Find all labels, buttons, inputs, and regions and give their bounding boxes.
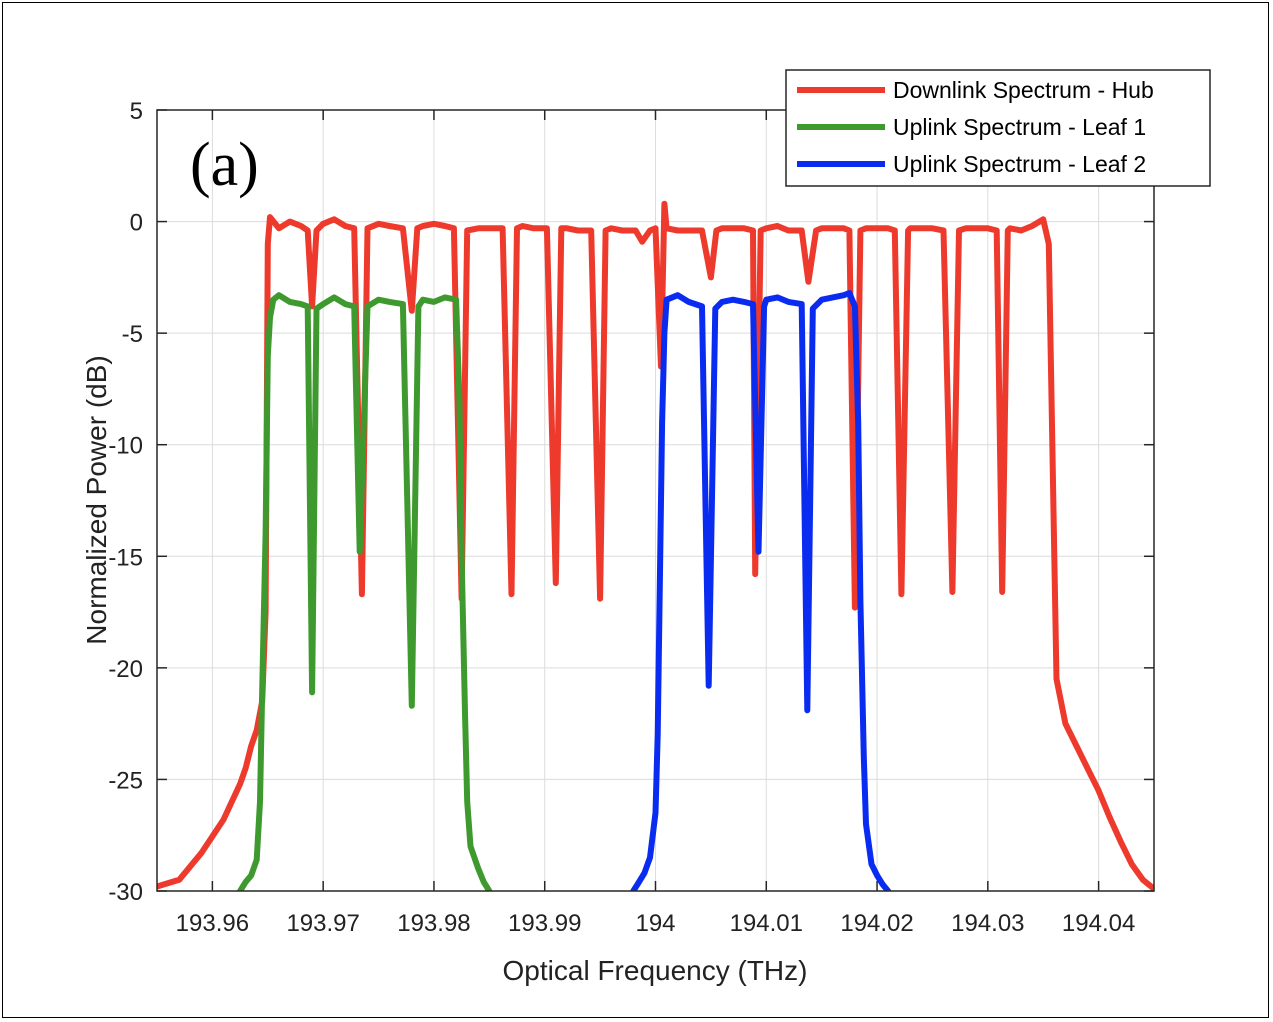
uplink-leaf1-line bbox=[237, 292, 493, 891]
y-tick-label: 0 bbox=[130, 210, 143, 237]
x-tick-label: 193.97 bbox=[286, 910, 359, 937]
y-tick-label: 5 bbox=[130, 98, 143, 125]
y-tick-label: -25 bbox=[108, 767, 143, 794]
x-tick-label: 194.02 bbox=[840, 910, 913, 937]
y-tick-label: -15 bbox=[108, 544, 143, 571]
x-tick-label: 194.03 bbox=[951, 910, 1024, 937]
x-tick-label: 194.01 bbox=[730, 910, 803, 937]
x-tick-label: 193.96 bbox=[176, 910, 249, 937]
y-tick-label: -30 bbox=[108, 879, 143, 906]
panel-label: (a) bbox=[190, 131, 259, 199]
y-tick-label: -5 bbox=[122, 321, 143, 348]
series-group bbox=[157, 200, 1154, 891]
legend-entry-downlink-hub: Downlink Spectrum - Hub bbox=[893, 77, 1154, 103]
x-tick-label: 193.98 bbox=[397, 910, 470, 937]
x-tick-label: 194.04 bbox=[1062, 910, 1135, 937]
y-axis-label: Normalized Power (dB) bbox=[81, 355, 112, 644]
x-tick-label: 193.99 bbox=[508, 910, 581, 937]
y-tick-label: -10 bbox=[108, 433, 143, 460]
legend: Downlink Spectrum - Hub Uplink Spectrum -… bbox=[785, 69, 1211, 187]
x-tick-label: 194 bbox=[635, 910, 675, 937]
legend-entry-uplink-leaf2: Uplink Spectrum - Leaf 2 bbox=[893, 151, 1146, 177]
y-tick-label: -20 bbox=[108, 656, 143, 683]
legend-entry-uplink-leaf1: Uplink Spectrum - Leaf 1 bbox=[893, 114, 1146, 140]
tick-labels: 193.96 193.97 193.98 193.99 194 194.01 194.02 1… bbox=[108, 98, 1135, 937]
x-axis-label: Optical Frequency (THz) bbox=[503, 955, 808, 986]
uplink-leaf2-line bbox=[630, 290, 892, 891]
downlink-hub-line bbox=[157, 200, 1154, 891]
